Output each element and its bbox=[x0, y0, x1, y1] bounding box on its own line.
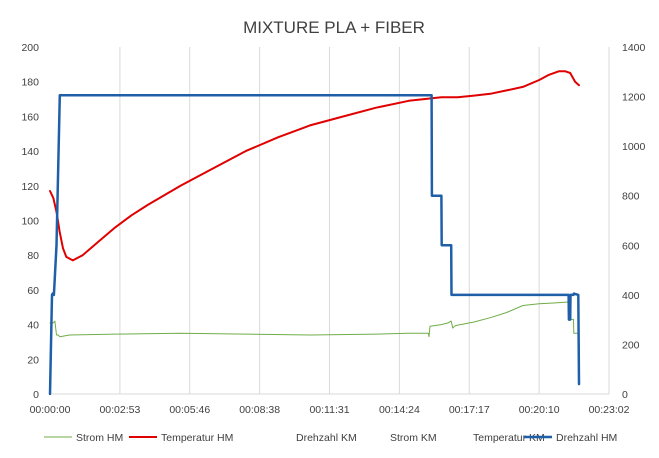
series-layer bbox=[48, 70, 581, 396]
y-right-tick-label: 200 bbox=[622, 339, 640, 351]
x-tick-label: 00:11:31 bbox=[309, 404, 349, 416]
legend-label-strom-hm: Strom HM bbox=[76, 432, 123, 444]
x-tick-label: 00:14:24 bbox=[379, 404, 420, 416]
y-right-tick-label: 0 bbox=[622, 389, 628, 401]
chart-title: MIXTURE PLA + FIBER bbox=[243, 18, 425, 37]
x-tick-label: 00:02:53 bbox=[99, 404, 140, 416]
axes: 00:00:00 00:02:53 00:05:46 00:08:38 00:11:31… bbox=[21, 42, 645, 416]
legend-label-drehzahl-km: Drehzahl KM bbox=[296, 432, 357, 444]
x-tick-label: 00:23:02 bbox=[589, 404, 630, 416]
y-left-tick-label: 20 bbox=[27, 354, 39, 366]
y-right-tick-label: 1200 bbox=[622, 92, 646, 104]
x-tick-label: 00:20:10 bbox=[519, 404, 560, 416]
y-left-tick-label: 200 bbox=[21, 42, 39, 54]
y-right-tick-label: 400 bbox=[622, 290, 640, 302]
x-tick-label: 00:17:17 bbox=[449, 404, 490, 416]
legend-label-temperatur-km: Temperatur KM bbox=[473, 432, 545, 444]
series-line-temperatur-hm bbox=[49, 70, 580, 262]
y-left-tick-label: 140 bbox=[21, 146, 39, 158]
series-line-strom-hm bbox=[49, 301, 580, 338]
x-tick-label: 00:00:00 bbox=[30, 404, 71, 416]
grid bbox=[119, 47, 610, 394]
y-right-tick-label: 600 bbox=[622, 240, 640, 252]
y-left-tick-label: 0 bbox=[33, 389, 39, 401]
series-line-drehzahl-hm bbox=[48, 94, 581, 396]
x-tick-label: 00:05:46 bbox=[169, 404, 210, 416]
y-left-tick-label: 180 bbox=[21, 77, 39, 89]
y-left-tick-label: 120 bbox=[21, 181, 39, 193]
y-right-tick-label: 1400 bbox=[622, 42, 646, 54]
y-right-tick-label: 1000 bbox=[622, 141, 646, 153]
legend-label-temperatur-hm: Temperatur HM bbox=[161, 432, 233, 444]
legend-label-drehzahl-hm: Drehzahl HM bbox=[556, 432, 617, 444]
legend-label-strom-km: Strom KM bbox=[390, 432, 437, 444]
x-tick-label: 00:08:38 bbox=[239, 404, 280, 416]
y-left-tick-label: 60 bbox=[27, 285, 39, 297]
y-right-tick-label: 800 bbox=[622, 191, 640, 203]
y-left-tick-label: 160 bbox=[21, 111, 39, 123]
y-left-tick-label: 80 bbox=[27, 250, 39, 262]
y-left-tick-label: 100 bbox=[21, 216, 39, 228]
y-left-tick-label: 40 bbox=[27, 320, 39, 332]
legend: Strom HM Temperatur HM Drehzahl KM Strom KM… bbox=[44, 432, 617, 444]
